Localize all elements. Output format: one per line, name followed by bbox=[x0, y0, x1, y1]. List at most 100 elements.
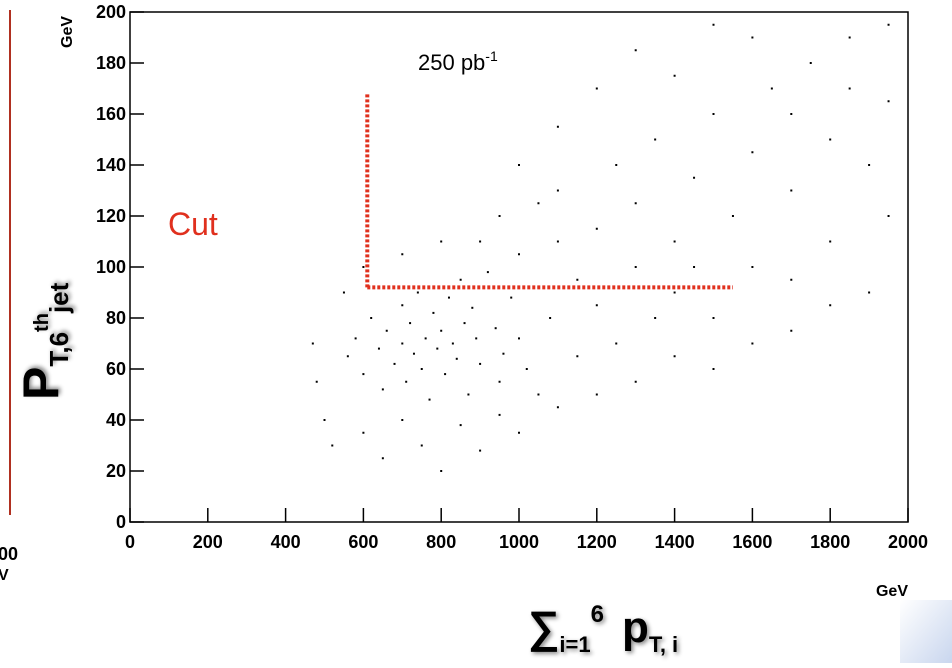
point bbox=[331, 444, 334, 447]
point bbox=[440, 240, 443, 243]
x-tick-label: 1200 bbox=[577, 532, 617, 552]
point bbox=[510, 296, 513, 299]
point bbox=[401, 304, 404, 307]
point bbox=[385, 329, 388, 332]
plot-frame bbox=[129, 11, 909, 523]
point bbox=[654, 317, 657, 319]
corner-shade bbox=[900, 600, 952, 663]
x-unit: GeV bbox=[876, 583, 908, 600]
point bbox=[354, 337, 357, 340]
y-unit: GeV bbox=[59, 16, 76, 48]
point bbox=[416, 291, 419, 294]
x-tick-label: 2000 bbox=[888, 532, 928, 552]
point bbox=[436, 347, 439, 350]
cut-label: Cut bbox=[168, 206, 218, 242]
point bbox=[401, 419, 404, 421]
x-label-sub: i=1 bbox=[559, 632, 590, 657]
point bbox=[362, 373, 365, 376]
points bbox=[311, 23, 890, 472]
point bbox=[479, 449, 482, 452]
point bbox=[848, 87, 851, 90]
point bbox=[712, 368, 715, 370]
point bbox=[362, 266, 365, 268]
x-tick-label: 600 bbox=[348, 532, 378, 552]
point bbox=[751, 266, 754, 268]
point bbox=[615, 164, 618, 166]
point bbox=[829, 138, 832, 141]
point bbox=[790, 189, 793, 192]
point bbox=[556, 189, 559, 192]
point bbox=[377, 347, 380, 350]
point bbox=[848, 36, 851, 39]
x-tick-label: 1400 bbox=[655, 532, 695, 552]
point bbox=[634, 380, 637, 383]
y-tick-label: 140 bbox=[96, 155, 126, 175]
point bbox=[751, 151, 754, 154]
point bbox=[829, 240, 832, 243]
point bbox=[751, 36, 754, 39]
point bbox=[887, 215, 890, 217]
y-tick-label: 20 bbox=[106, 461, 126, 481]
point bbox=[498, 215, 501, 217]
point bbox=[405, 380, 408, 383]
point bbox=[829, 304, 832, 307]
point bbox=[537, 393, 540, 396]
x-label-sup: 6 bbox=[591, 601, 604, 628]
point bbox=[432, 311, 435, 314]
point bbox=[731, 215, 734, 217]
x-label-main-sub: T, i bbox=[649, 632, 678, 657]
point bbox=[868, 164, 871, 166]
y-tick-label: 80 bbox=[106, 308, 126, 328]
x-tick-label: 1000 bbox=[499, 532, 539, 552]
point bbox=[809, 62, 812, 64]
point bbox=[518, 337, 520, 340]
point bbox=[790, 113, 793, 115]
point bbox=[751, 342, 754, 345]
point bbox=[790, 278, 793, 281]
point bbox=[556, 406, 559, 409]
y-label-sup: th bbox=[31, 313, 53, 332]
point bbox=[315, 380, 318, 383]
point bbox=[712, 317, 715, 319]
point bbox=[673, 74, 676, 77]
x-label-symbol: ∑ bbox=[528, 603, 559, 652]
point bbox=[673, 355, 676, 358]
point bbox=[502, 352, 505, 355]
x-tick-label: 0 bbox=[125, 532, 135, 552]
partial-unit: V bbox=[0, 567, 9, 584]
luminosity: 250 pb-1 bbox=[418, 48, 498, 75]
point bbox=[362, 431, 365, 434]
point bbox=[556, 125, 559, 128]
y-tick-label: 0 bbox=[116, 512, 126, 532]
point bbox=[868, 291, 871, 294]
point bbox=[444, 373, 447, 376]
point bbox=[615, 342, 618, 345]
point bbox=[887, 100, 890, 103]
y-label: PT,6thjet bbox=[13, 282, 74, 400]
x-label: ∑i=16 pT, i bbox=[528, 601, 678, 657]
y-tick-label: 180 bbox=[96, 53, 126, 73]
lumi-text: 250 pb bbox=[418, 50, 485, 75]
point bbox=[549, 317, 552, 319]
point bbox=[420, 368, 423, 370]
point bbox=[770, 87, 773, 90]
point bbox=[467, 393, 470, 396]
point bbox=[323, 419, 326, 421]
y-tick-label: 60 bbox=[106, 359, 126, 379]
y-label-sub2: jet bbox=[44, 282, 74, 314]
y-tick-label: 40 bbox=[106, 410, 126, 430]
x-tick-label: 200 bbox=[193, 532, 223, 552]
point bbox=[471, 306, 474, 309]
point bbox=[393, 362, 396, 365]
point bbox=[486, 271, 489, 274]
point bbox=[428, 398, 431, 401]
point bbox=[479, 240, 482, 243]
y-tick-label: 160 bbox=[96, 104, 126, 124]
lumi-sup: -1 bbox=[485, 48, 498, 64]
point bbox=[451, 342, 454, 345]
point bbox=[498, 413, 501, 416]
point bbox=[634, 202, 637, 205]
point bbox=[498, 380, 501, 383]
